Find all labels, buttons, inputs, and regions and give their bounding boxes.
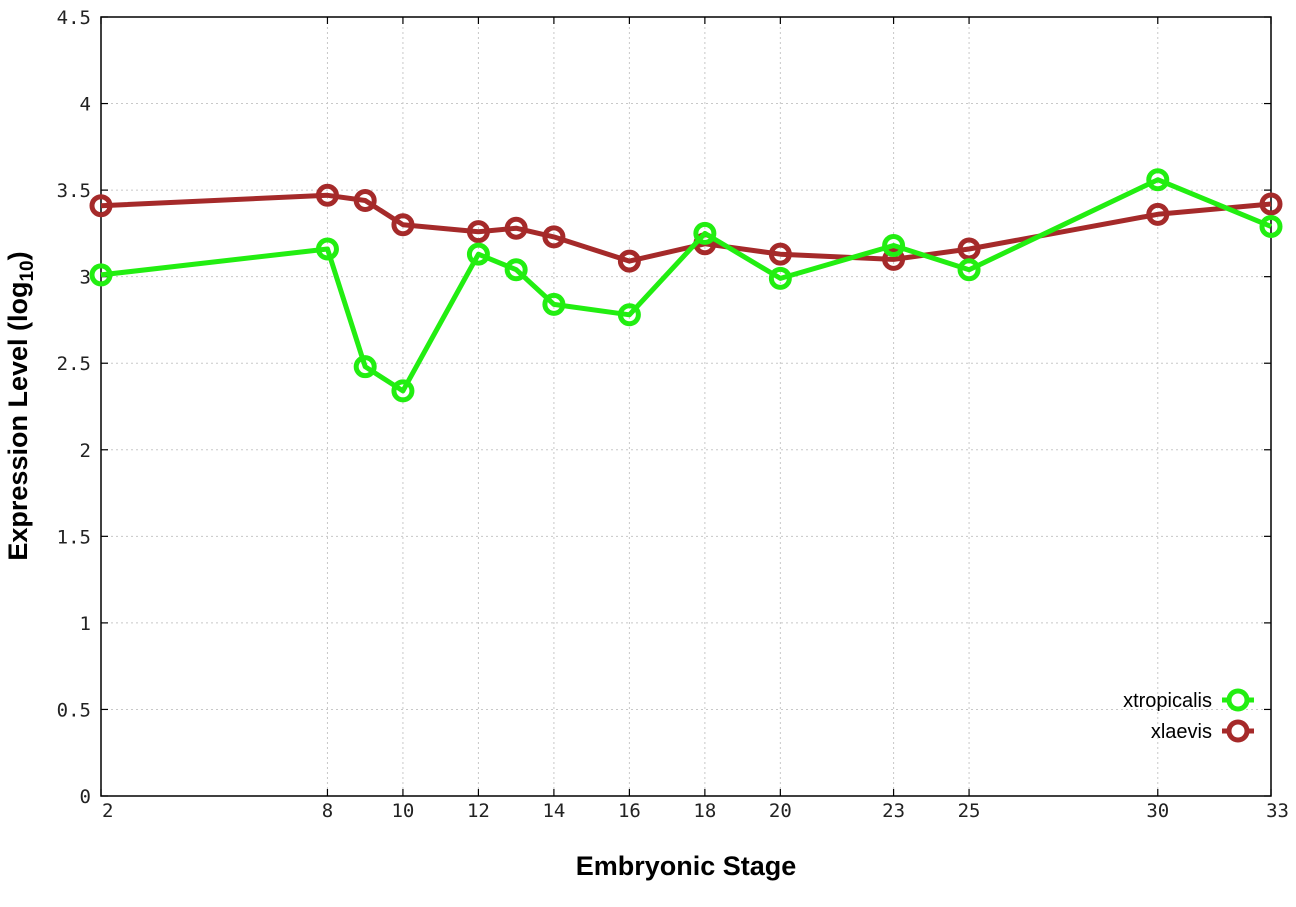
data-point-xlaevis (466, 220, 490, 244)
series-group (89, 168, 1283, 403)
data-point-xtropicalis (353, 355, 377, 379)
y-axis-title-main: Expression Level (log (3, 282, 33, 561)
data-point-xtropicalis (466, 242, 490, 266)
y-tick-label: 3.5 (57, 180, 91, 202)
x-tick-label: 2 (102, 800, 113, 822)
data-point-xtropicalis (542, 292, 566, 316)
data-point-xlaevis (353, 188, 377, 212)
x-tick-label: 16 (618, 800, 641, 822)
legend-label-xlaevis: xlaevis (1151, 721, 1212, 743)
x-tick-label: 14 (542, 800, 565, 822)
y-tick-label: 1.5 (57, 526, 91, 548)
data-point-xlaevis (504, 216, 528, 240)
data-point-xlaevis (1259, 192, 1283, 216)
x-tick-label: 23 (882, 800, 905, 822)
y-tick-label: 0.5 (57, 699, 91, 721)
y-tick-label: 2.5 (57, 353, 91, 375)
data-point-xlaevis (542, 225, 566, 249)
legend: xtropicalis xlaevis (1123, 688, 1254, 743)
series-xlaevis (89, 183, 1283, 273)
y-tick-label: 1 (80, 613, 91, 635)
x-tick-label: 20 (769, 800, 792, 822)
x-tick-label: 25 (958, 800, 981, 822)
y-tick-label: 4.5 (57, 7, 91, 29)
data-point-xlaevis (617, 249, 641, 273)
y-axis-title: Expression Level (log10) (3, 251, 38, 560)
legend-label-xtropicalis: xtropicalis (1123, 690, 1212, 712)
data-point-xtropicalis (693, 221, 717, 245)
data-point-xlaevis (391, 213, 415, 237)
y-tick-label: 3 (80, 267, 91, 289)
y-axis-title-subscript: 10 (17, 260, 38, 281)
series-line-xtropicalis (100, 177, 1272, 394)
plot-frame (100, 16, 1272, 797)
data-point-xtropicalis (768, 266, 792, 290)
legend-marker-xlaevis (1226, 719, 1250, 743)
series-xtropicalis (89, 168, 1283, 403)
data-point-xtropicalis (315, 237, 339, 261)
y-tick-label: 2 (80, 440, 91, 462)
data-point-xtropicalis (1146, 168, 1170, 192)
data-point-xlaevis (89, 194, 113, 218)
legend-marker-xtropicalis (1226, 688, 1250, 712)
x-tick-label: 10 (391, 800, 414, 822)
data-point-xlaevis (768, 242, 792, 266)
data-point-xtropicalis (617, 303, 641, 327)
x-tick-label: 12 (467, 800, 490, 822)
x-tick-label: 30 (1146, 800, 1169, 822)
data-point-xtropicalis (504, 258, 528, 282)
data-point-xtropicalis (957, 258, 981, 282)
x-tick-label: 18 (693, 800, 716, 822)
data-point-xtropicalis (1259, 214, 1283, 238)
grid (101, 17, 1271, 796)
data-point-xtropicalis (391, 379, 415, 403)
axis-ticks: 2 8 10 12 14 16 18 20 23 25 30 33 0 0.5 1 1.5 2 2.5 3 3.5 4 4… (57, 7, 1289, 822)
x-tick-label: 8 (322, 800, 333, 822)
y-tick-label: 0 (80, 786, 91, 808)
data-point-xlaevis (1146, 202, 1170, 226)
x-axis-title: Embryonic Stage (576, 851, 797, 881)
data-point-xtropicalis (882, 234, 906, 258)
data-point-xlaevis (315, 183, 339, 207)
data-point-xlaevis (882, 247, 906, 271)
data-point-xtropicalis (89, 263, 113, 287)
y-tick-label: 4 (80, 94, 91, 116)
x-tick-label: 33 (1266, 800, 1289, 822)
data-point-xlaevis (957, 237, 981, 261)
y-axis-title-close: ) (3, 251, 33, 260)
